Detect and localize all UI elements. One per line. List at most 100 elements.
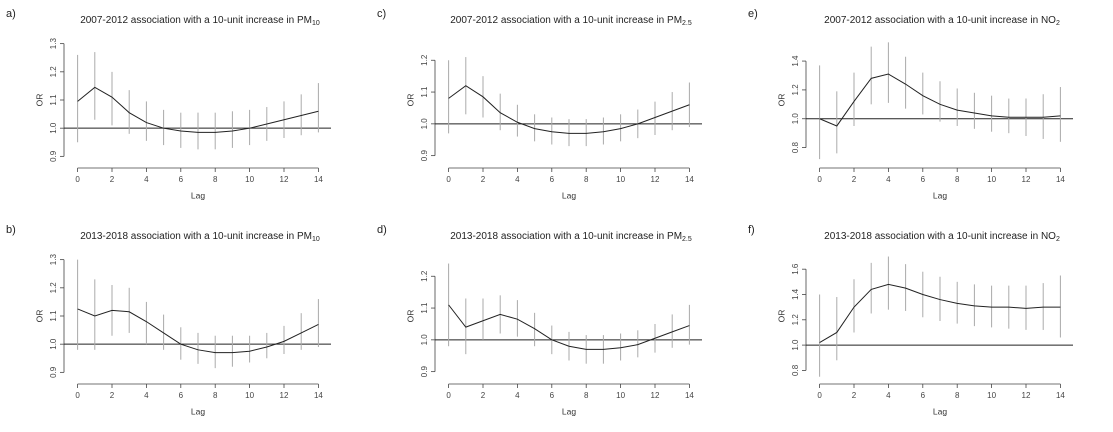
title-subscript: 2.5 [682, 236, 692, 243]
or-line [819, 73, 1061, 127]
panel: f) 2013-2018 association with a 10-unit i… [748, 224, 1073, 416]
x-tick-label: 4 [144, 175, 149, 184]
y-tick-label: 1.0 [49, 122, 58, 134]
x-tick-label: 8 [955, 391, 960, 400]
panel-label: d) [377, 224, 387, 236]
panel: d) 2013-2018 association with a 10-unit i… [377, 224, 702, 416]
y-tick-label: 0.9 [420, 366, 429, 378]
panel-label: c) [377, 8, 386, 20]
x-tick-label: 4 [144, 391, 149, 400]
x-tick-label: 2 [852, 175, 857, 184]
x-tick-label: 8 [213, 175, 218, 184]
x-tick-label: 10 [987, 391, 996, 400]
y-axis-label: OR [776, 310, 786, 323]
x-tick-label: 4 [886, 175, 891, 184]
title-text: 2007-2012 association with a 10-unit inc… [450, 15, 682, 26]
or-line [819, 283, 1061, 344]
x-tick-label: 12 [1022, 175, 1031, 184]
x-tick-label: 12 [280, 175, 289, 184]
y-tick-label: 1.0 [420, 334, 429, 346]
x-tick-label: 2 [110, 175, 115, 184]
y-tick-label: 0.9 [49, 366, 58, 378]
x-axis-label: Lag [562, 406, 576, 416]
title-subscript: 2 [1056, 236, 1060, 243]
panel-title: 2013-2018 association with a 10-unit inc… [80, 231, 320, 243]
panel: b) 2013-2018 association with a 10-unit i… [6, 224, 331, 416]
panel-label: e) [748, 8, 758, 20]
title-subscript: 2 [1056, 20, 1060, 27]
panel: c) 2007-2012 association with a 10-unit i… [377, 8, 702, 200]
x-tick-label: 4 [886, 391, 891, 400]
y-tick-label: 1.1 [420, 302, 429, 314]
y-tick-label: 1.2 [791, 314, 800, 326]
x-tick-label: 6 [921, 391, 926, 400]
panel-title: 2007-2012 association with a 10-unit inc… [450, 15, 692, 27]
x-tick-label: 10 [245, 175, 254, 184]
x-tick-label: 2 [110, 391, 115, 400]
panel-title: 2007-2012 association with a 10-unit inc… [80, 15, 320, 27]
title-subscript: 10 [312, 236, 320, 243]
y-axis-label: OR [34, 310, 44, 323]
x-tick-label: 6 [179, 175, 184, 184]
panel-label: f) [748, 224, 755, 236]
y-tick-label: 1.1 [420, 86, 429, 98]
or-line [77, 86, 319, 133]
x-tick-label: 14 [1056, 391, 1065, 400]
x-tick-label: 6 [550, 175, 555, 184]
y-axis-label: OR [776, 94, 786, 107]
y-axis-label: OR [34, 94, 44, 107]
x-axis-label: Lag [191, 190, 205, 200]
x-tick-label: 4 [515, 391, 520, 400]
x-tick-label: 0 [446, 391, 451, 400]
y-tick-label: 1.0 [420, 118, 429, 130]
x-tick-label: 14 [685, 175, 694, 184]
y-axis-label: OR [405, 310, 415, 323]
y-axis-label: OR [405, 94, 415, 107]
x-tick-label: 8 [213, 391, 218, 400]
x-tick-label: 2 [481, 175, 486, 184]
y-tick-label: 1.4 [791, 288, 800, 300]
x-tick-label: 12 [280, 391, 289, 400]
y-tick-label: 1.0 [49, 338, 58, 350]
title-text: 2013-2018 association with a 10-unit inc… [450, 231, 682, 242]
x-axis-label: Lag [933, 406, 947, 416]
or-line [448, 85, 690, 134]
x-tick-label: 0 [817, 175, 822, 184]
x-tick-label: 12 [651, 391, 660, 400]
panel-label: b) [6, 224, 16, 236]
x-tick-label: 8 [584, 391, 589, 400]
panel-label: a) [6, 8, 16, 20]
title-subscript: 10 [312, 20, 320, 27]
title-text: 2007-2012 association with a 10-unit inc… [80, 15, 312, 26]
x-tick-label: 12 [651, 175, 660, 184]
x-tick-label: 0 [75, 175, 80, 184]
x-axis-label: Lag [191, 406, 205, 416]
y-tick-label: 1.0 [791, 339, 800, 351]
x-tick-label: 6 [179, 391, 184, 400]
x-tick-label: 2 [852, 391, 857, 400]
x-tick-label: 12 [1022, 391, 1031, 400]
title-subscript: 2.5 [682, 20, 692, 27]
y-tick-label: 0.9 [49, 150, 58, 162]
x-tick-label: 6 [550, 391, 555, 400]
x-tick-label: 14 [314, 175, 323, 184]
title-text: 2007-2012 association with a 10-unit inc… [824, 15, 1056, 26]
panel-title: 2013-2018 association with a 10-unit inc… [824, 231, 1060, 243]
title-text: 2013-2018 association with a 10-unit inc… [80, 231, 312, 242]
y-tick-label: 1.3 [49, 254, 58, 266]
y-tick-label: 1.2 [420, 270, 429, 282]
x-tick-label: 10 [616, 175, 625, 184]
x-tick-label: 0 [817, 391, 822, 400]
x-tick-label: 14 [1056, 175, 1065, 184]
y-tick-label: 0.8 [791, 141, 800, 153]
panel: e) 2007-2012 association with a 10-unit i… [748, 8, 1073, 200]
y-tick-label: 1.0 [791, 113, 800, 125]
or-line [448, 304, 690, 350]
y-tick-label: 0.9 [420, 150, 429, 162]
panel-title: 2007-2012 association with a 10-unit inc… [824, 15, 1060, 27]
x-axis-label: Lag [562, 190, 576, 200]
x-tick-label: 10 [987, 175, 996, 184]
x-tick-label: 0 [75, 391, 80, 400]
y-tick-label: 1.2 [49, 282, 58, 294]
